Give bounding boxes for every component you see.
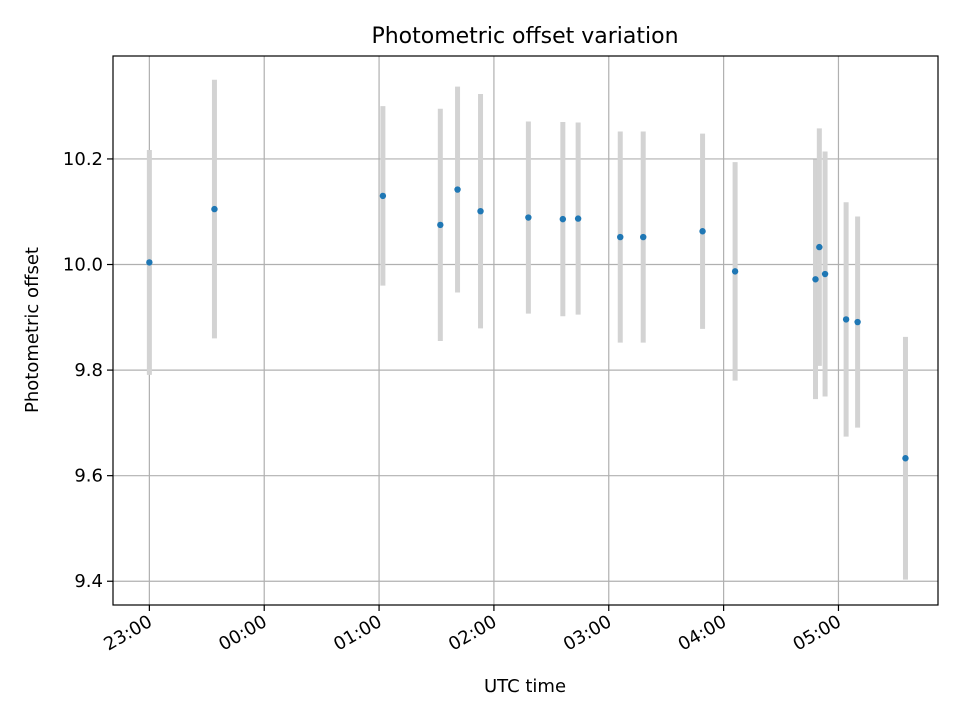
data-point: [816, 243, 823, 251]
data-point: [699, 228, 706, 235]
data-point: [559, 215, 567, 223]
x-axis-title: UTC time: [484, 676, 566, 697]
data-point: [854, 318, 861, 326]
data-point: [842, 316, 850, 323]
data-point: [640, 233, 647, 241]
grid-layer: [113, 56, 938, 605]
y-tick-label: 10.0: [63, 255, 103, 276]
y-tick-label: 9.8: [74, 360, 103, 381]
data-point: [454, 186, 461, 193]
y-tick-label: 9.4: [74, 571, 103, 592]
data-point: [211, 205, 218, 213]
data-point: [821, 270, 829, 278]
data-point: [437, 221, 444, 229]
data-point: [379, 192, 387, 200]
point-layer: [146, 186, 909, 462]
y-tick-label: 10.2: [63, 149, 103, 170]
data-point: [574, 215, 582, 222]
data-point: [731, 268, 739, 275]
data-point: [525, 214, 532, 221]
data-point: [146, 259, 153, 266]
data-point: [617, 233, 624, 241]
data-point: [812, 276, 819, 283]
y-tick-label: 9.6: [74, 466, 103, 487]
plot-frame: [112, 55, 939, 606]
data-point: [477, 207, 484, 215]
data-point: [902, 455, 909, 462]
chart-title: Photometric offset variation: [371, 24, 678, 49]
y-axis-title: Photometric offset: [22, 247, 43, 413]
